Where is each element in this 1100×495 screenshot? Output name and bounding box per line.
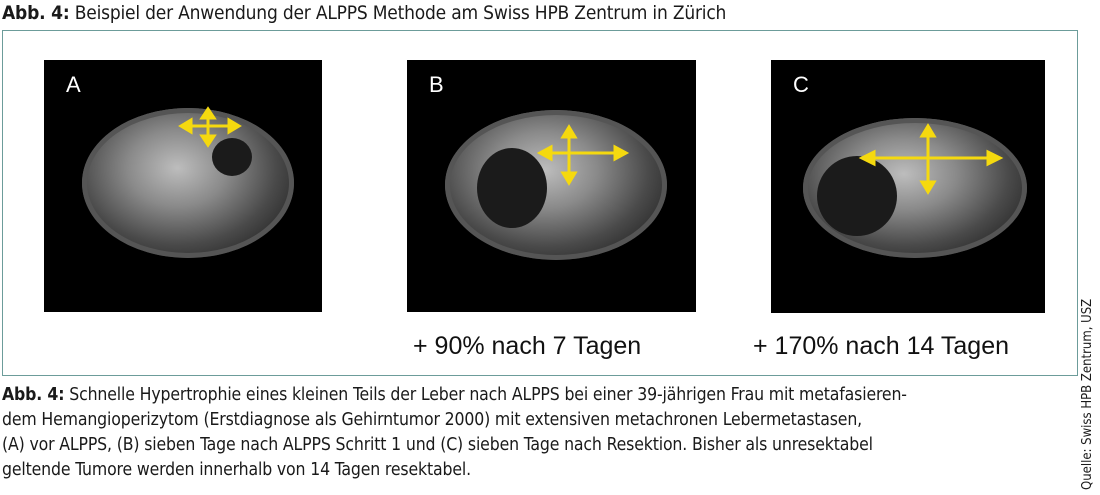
growth-label-c: + 170% nach 14 Tagen	[753, 332, 1010, 360]
arrow-icon	[536, 124, 630, 186]
mri-panel-c: C	[771, 60, 1045, 313]
figure-title: Abb. 4: Beispiel der Anwendung der ALPPS…	[2, 2, 726, 24]
caption-line: Schnelle Hypertrophie eines kleinen Teil…	[69, 385, 907, 405]
image-source: Quelle: Swiss HPB Zentrum, USZ	[1080, 298, 1095, 490]
mri-panel-b: B	[407, 60, 696, 312]
growth-label-b: + 90% nach 7 Tagen	[413, 332, 642, 360]
caption-line: dem Hemangioperizytom (Erstdiagnose als …	[2, 410, 863, 430]
figure-title-text: Beispiel der Anwendung der ALPPS Methode…	[74, 2, 727, 24]
panel-label-b: B	[429, 72, 444, 97]
figure-number: Abb. 4:	[2, 2, 70, 24]
figure-caption: Abb. 4: Schnelle Hypertrophie eines klei…	[2, 383, 1082, 483]
arrow-icon	[178, 106, 242, 148]
caption-label: Abb. 4:	[2, 385, 65, 405]
caption-line: geltende Tumore werden innerhalb von 14 …	[2, 460, 471, 480]
mri-panel-a: A	[44, 60, 322, 312]
arrow-icon	[858, 123, 1004, 195]
figure-frame	[2, 30, 1078, 376]
caption-line: (A) vor ALPPS, (B) sieben Tage nach ALPP…	[2, 435, 873, 455]
panel-label-a: A	[66, 72, 81, 97]
panel-label-c: C	[793, 72, 809, 97]
